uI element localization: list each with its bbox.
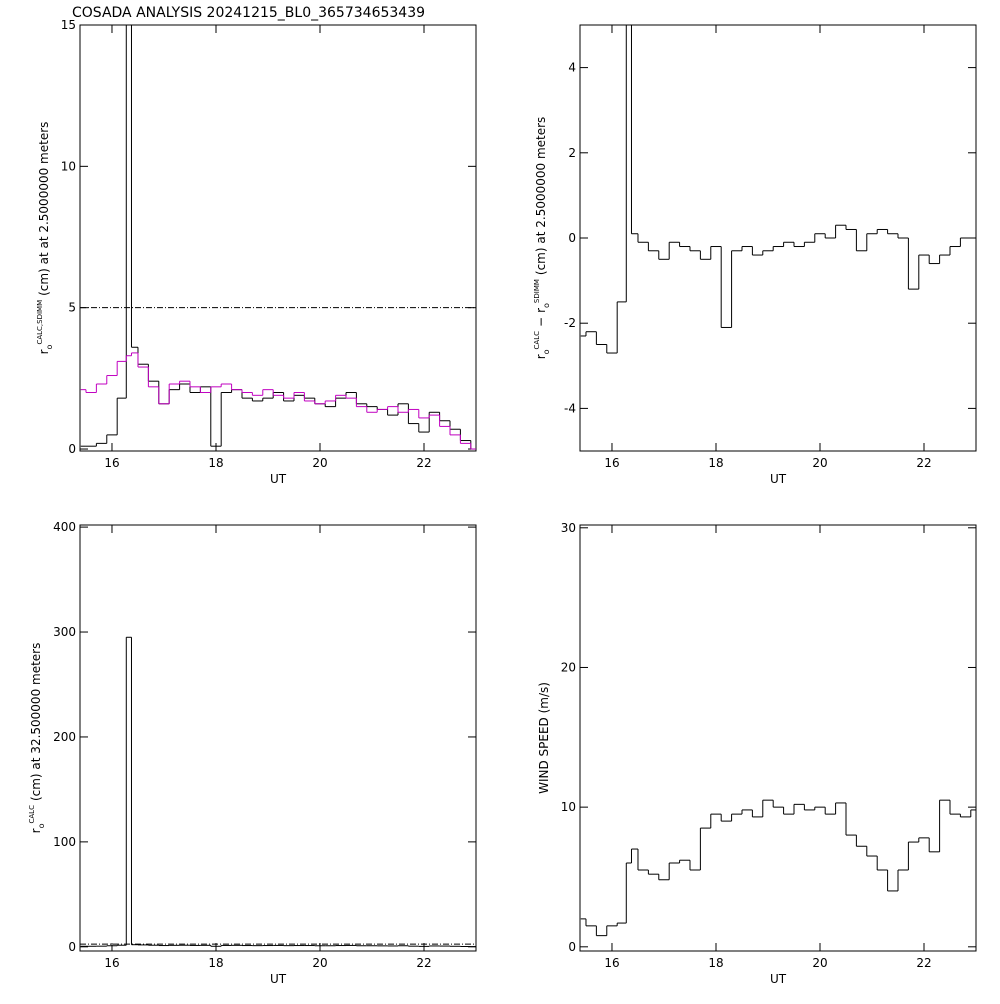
y-label-part: − [534, 317, 548, 327]
y-label-part: o [45, 344, 54, 349]
x-tick-label: 18 [208, 956, 223, 970]
x-tick-label: 20 [312, 956, 327, 970]
y-tick-label: 20 [561, 660, 576, 674]
y-axis-label: roCALC (cm) at 32.500000 meters [28, 643, 46, 834]
y-label-part: (cm) at at 2.5000000 meters [37, 122, 51, 296]
plot-area [80, 636, 476, 948]
y-tick-label: 400 [53, 520, 76, 534]
x-tick-label: 16 [604, 456, 619, 470]
y-label-part: SDIMM [533, 279, 541, 303]
y-tick-label: 30 [561, 521, 576, 535]
x-axis-label: UT [770, 972, 787, 986]
x-tick-label: 16 [104, 456, 119, 470]
y-label-part: r [534, 308, 548, 313]
y-tick-label: 5 [68, 301, 76, 315]
x-tick-label: 20 [312, 456, 327, 470]
x-tick-label: 16 [604, 956, 619, 970]
y-label-part: CALC [28, 805, 36, 824]
plot-area [580, 799, 976, 937]
y-label-part: o [542, 349, 551, 354]
plot-area [580, 25, 976, 354]
y-tick-label: -4 [564, 401, 576, 415]
y-tick-label: 100 [53, 835, 76, 849]
y-label-part: WIND SPEED (m/s) [537, 682, 551, 794]
plot-frame [579, 524, 977, 952]
y-label-part: CALC,SDIMM [36, 300, 44, 345]
y-tick-label: -2 [564, 316, 576, 330]
y-label-part: (cm) at 2.5000000 meters [534, 117, 548, 275]
x-tick-label: 18 [708, 456, 723, 470]
plot-frame [79, 524, 477, 952]
x-tick-label: 18 [708, 956, 723, 970]
y-tick-label: 2 [568, 146, 576, 160]
y-tick-label: 0 [68, 442, 76, 456]
y-label-part: r [37, 349, 51, 354]
x-tick-label: 22 [916, 456, 931, 470]
x-tick-label: 20 [812, 956, 827, 970]
y-tick-label: 10 [561, 800, 576, 814]
x-axis-label: UT [770, 472, 787, 486]
y-axis-label: WIND SPEED (m/s) [537, 682, 551, 794]
y-tick-label: 300 [53, 625, 76, 639]
x-tick-label: 18 [208, 456, 223, 470]
y-label-part: r [534, 354, 548, 359]
y-label-part: r [29, 828, 43, 833]
plot-frame [579, 24, 977, 452]
x-axis-label: UT [270, 972, 287, 986]
y-tick-label: 4 [568, 61, 576, 75]
y-tick-label: 10 [61, 159, 76, 173]
plot-area [80, 25, 476, 450]
chart-title: COSADA ANALYSIS 20241215_BL0_36573465343… [72, 5, 425, 21]
x-tick-label: 22 [416, 456, 431, 470]
y-tick-label: 0 [68, 940, 76, 954]
y-label-part: CALC [533, 331, 541, 350]
plot-frame [79, 24, 477, 452]
x-tick-label: 20 [812, 456, 827, 470]
x-axis-label: UT [270, 472, 287, 486]
y-axis-label: roCALC−roSDIMM(cm) at 2.5000000 meters [533, 117, 551, 360]
y-axis-label: roCALC,SDIMM (cm) at at 2.5000000 meters [36, 122, 54, 355]
x-tick-label: 16 [104, 956, 119, 970]
y-tick-label: 200 [53, 730, 76, 744]
y-tick-label: 0 [568, 940, 576, 954]
x-tick-label: 22 [916, 956, 931, 970]
y-label-part: o [37, 823, 46, 828]
y-label-part: (cm) at 32.500000 meters [29, 643, 43, 801]
y-label-part: o [542, 303, 551, 308]
y-tick-label: 15 [61, 18, 76, 32]
y-tick-label: 0 [568, 231, 576, 245]
x-tick-label: 22 [416, 956, 431, 970]
